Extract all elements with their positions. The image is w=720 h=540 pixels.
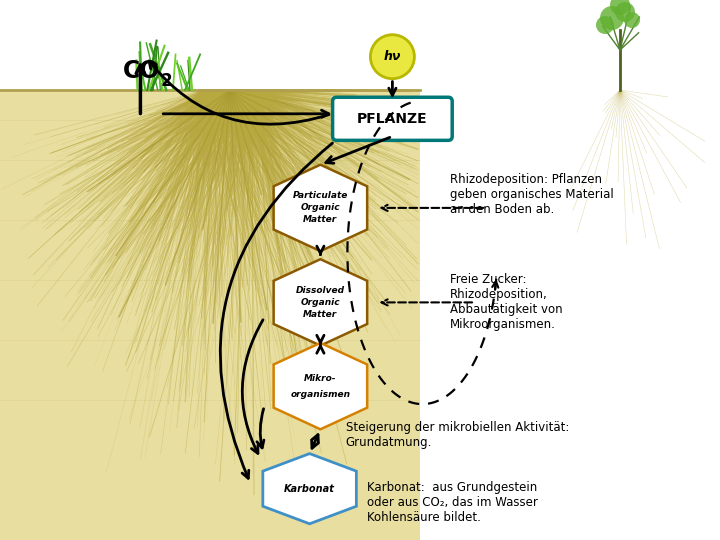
- FancyArrowPatch shape: [257, 409, 264, 448]
- Text: Organic: Organic: [300, 204, 341, 212]
- Text: CO: CO: [122, 59, 160, 83]
- Circle shape: [600, 6, 624, 30]
- Text: PFLANZE: PFLANZE: [357, 112, 428, 126]
- Text: Matter: Matter: [303, 215, 338, 225]
- Circle shape: [615, 2, 635, 22]
- Text: Matter: Matter: [303, 310, 338, 319]
- Text: 2: 2: [161, 72, 172, 90]
- Circle shape: [596, 16, 614, 34]
- Text: Organic: Organic: [300, 298, 341, 307]
- Text: Karbonat:  aus Grundgestein
oder aus CO₂, das im Wasser
Kohlensäure bildet.: Karbonat: aus Grundgestein oder aus CO₂,…: [367, 481, 538, 524]
- Polygon shape: [263, 454, 356, 524]
- Text: organismen: organismen: [290, 389, 351, 399]
- FancyArrowPatch shape: [220, 143, 333, 478]
- FancyArrowPatch shape: [149, 61, 329, 124]
- Circle shape: [610, 0, 630, 15]
- Text: Freie Zucker:
Rhizodeposition,
Abbautätigkeit von
Mikroorganismen.: Freie Zucker: Rhizodeposition, Abbautäti…: [450, 273, 562, 332]
- FancyArrowPatch shape: [243, 320, 263, 454]
- Text: Mikro-: Mikro-: [304, 374, 337, 383]
- Text: Dissolved: Dissolved: [296, 286, 345, 295]
- Polygon shape: [274, 165, 367, 251]
- Text: Particulate: Particulate: [293, 191, 348, 200]
- Circle shape: [370, 35, 415, 79]
- Polygon shape: [274, 343, 367, 429]
- Text: Karbonat: Karbonat: [284, 484, 335, 494]
- Circle shape: [624, 12, 640, 28]
- FancyBboxPatch shape: [333, 97, 452, 140]
- Text: hν: hν: [384, 50, 401, 63]
- Text: Rhizodeposition: Pflanzen
geben organisches Material
an den Boden ab.: Rhizodeposition: Pflanzen geben organisc…: [450, 173, 613, 216]
- Bar: [0, 90, 420, 540]
- Text: Steigerung der mikrobiellen Aktivität:
Grundatmung.: Steigerung der mikrobiellen Aktivität: G…: [346, 421, 569, 449]
- Polygon shape: [274, 259, 367, 346]
